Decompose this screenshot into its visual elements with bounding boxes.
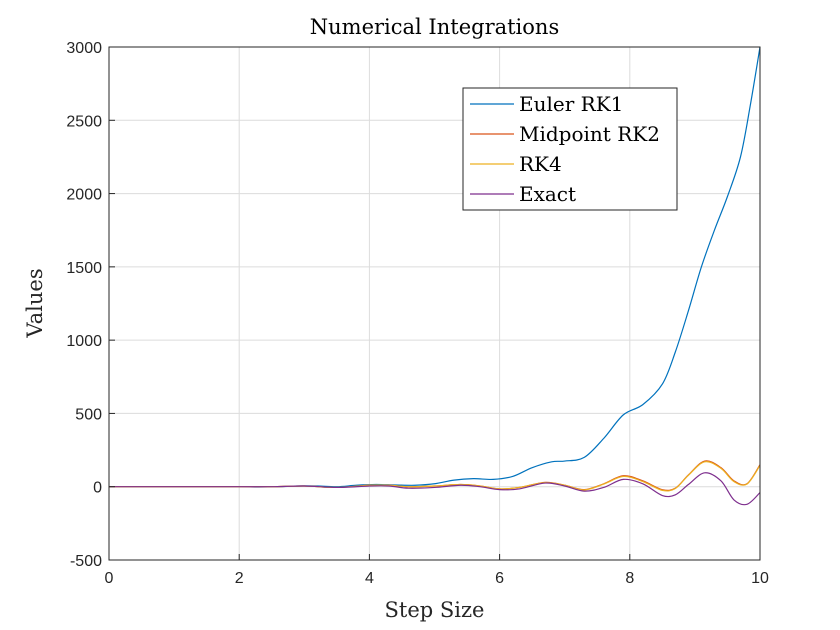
y-tick-label: 500	[75, 406, 102, 423]
legend: Euler RK1 Midpoint RK2 RK4 Exact	[462, 87, 678, 211]
legend-label-midpoint-rk2: Midpoint RK2	[519, 122, 660, 146]
legend-label-rk4: RK4	[519, 152, 562, 176]
x-tick-label: 0	[105, 570, 114, 587]
axes-frame	[108, 46, 761, 561]
x-tick-label: 6	[495, 570, 504, 587]
legend-box	[462, 87, 678, 211]
y-tick-label: 3000	[66, 40, 102, 57]
legend-label-exact: Exact	[519, 182, 576, 206]
x-tick-label: 4	[365, 570, 374, 587]
series-line-exact	[109, 472, 761, 506]
y-tick-label: -500	[70, 553, 102, 570]
y-tick-label: 2000	[66, 187, 102, 204]
y-tick-label: 0	[93, 480, 102, 497]
x-axis-label: Step Size	[385, 598, 485, 622]
y-tick-label: 1500	[66, 260, 102, 277]
x-tick-label: 10	[751, 570, 769, 587]
series-lines	[109, 46, 761, 506]
chart-title: Numerical Integrations	[310, 15, 559, 39]
legend-label-euler-rk1: Euler RK1	[519, 92, 623, 116]
y-tick-label: 2500	[66, 113, 102, 130]
y-axis-label: Values	[23, 268, 47, 338]
y-tick-label: 1000	[66, 333, 102, 350]
x-tick-label: 8	[625, 570, 634, 587]
x-tick-label: 2	[235, 570, 244, 587]
